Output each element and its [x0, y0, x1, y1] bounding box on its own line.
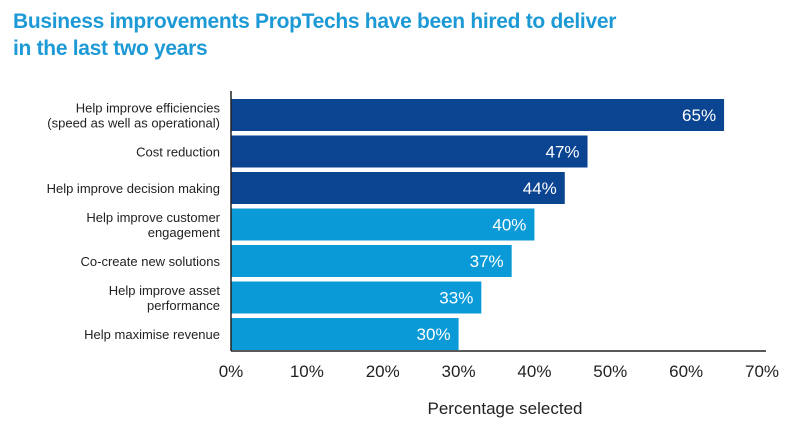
category-label: Cost reduction	[136, 145, 220, 160]
x-tick-label: 20%	[366, 362, 400, 381]
category-label: (speed as well as operational)	[47, 116, 220, 131]
category-label: Help improve asset	[109, 283, 221, 298]
data-label: 44%	[523, 179, 557, 198]
bar	[231, 281, 482, 314]
bar	[231, 172, 565, 204]
bar	[231, 99, 725, 131]
data-label: 47%	[545, 143, 579, 162]
bar	[231, 245, 512, 277]
title-line-1: Business improvements PropTechs have bee…	[13, 10, 617, 33]
x-tick-label: 70%	[745, 362, 779, 381]
bar	[231, 318, 459, 350]
bar	[231, 208, 535, 241]
data-label: 37%	[470, 252, 504, 271]
category-label: Help improve efficiencies	[76, 101, 221, 116]
x-axis-label: Percentage selected	[428, 399, 583, 418]
category-label: Help improve decision making	[47, 181, 220, 196]
data-label: 40%	[492, 216, 526, 235]
bar	[231, 135, 588, 168]
x-tick-label: 40%	[517, 362, 551, 381]
title-line-2: in the last two years	[13, 37, 208, 60]
category-label: performance	[147, 298, 220, 313]
x-tick-label: 30%	[442, 362, 476, 381]
chart-title: Business improvements PropTechs have bee…	[13, 8, 793, 62]
data-label: 33%	[439, 289, 473, 308]
category-label: Help improve customer	[86, 210, 220, 225]
x-tick-label: 0%	[219, 362, 244, 381]
x-tick-label: 10%	[290, 362, 324, 381]
category-label: engagement	[148, 225, 221, 240]
x-tick-label: 60%	[669, 362, 703, 381]
category-label: Help maximise revenue	[84, 327, 220, 342]
x-tick-label: 50%	[593, 362, 627, 381]
data-label: 30%	[417, 325, 451, 344]
data-label: 65%	[682, 106, 716, 125]
category-label: Co-create new solutions	[81, 254, 221, 269]
